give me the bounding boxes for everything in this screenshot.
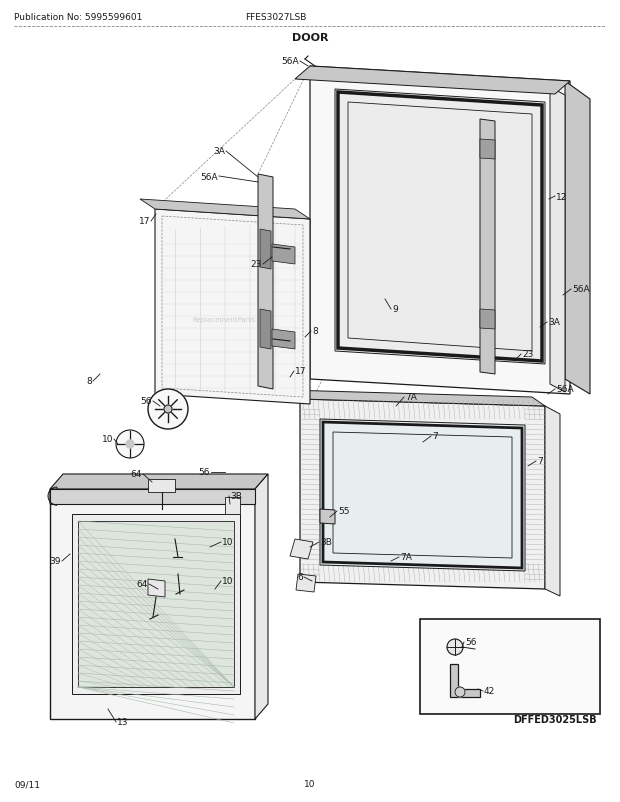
Polygon shape xyxy=(260,310,271,350)
Text: 3B: 3B xyxy=(230,492,242,501)
Text: 42: 42 xyxy=(484,687,495,695)
Polygon shape xyxy=(290,539,313,559)
Text: 7A: 7A xyxy=(400,553,412,561)
Text: DOOR: DOOR xyxy=(292,33,328,43)
Text: 13: 13 xyxy=(117,718,128,727)
Text: 56A: 56A xyxy=(281,58,299,67)
Polygon shape xyxy=(450,664,480,697)
Polygon shape xyxy=(320,419,525,571)
Polygon shape xyxy=(480,310,495,330)
Polygon shape xyxy=(565,82,590,395)
Text: 17: 17 xyxy=(138,217,150,226)
Polygon shape xyxy=(550,88,565,392)
Text: 23: 23 xyxy=(250,260,262,269)
Polygon shape xyxy=(148,480,175,492)
Text: ReplacementParts.com: ReplacementParts.com xyxy=(192,317,272,322)
Text: 56: 56 xyxy=(141,397,152,406)
Polygon shape xyxy=(48,488,57,505)
Text: 3A: 3A xyxy=(548,318,560,327)
Text: 6: 6 xyxy=(297,573,303,581)
Polygon shape xyxy=(258,175,273,390)
Polygon shape xyxy=(225,497,240,514)
Text: 7: 7 xyxy=(537,457,542,466)
Circle shape xyxy=(447,639,463,655)
Polygon shape xyxy=(148,579,165,597)
Text: 9: 9 xyxy=(392,305,398,314)
Polygon shape xyxy=(480,119,495,375)
Polygon shape xyxy=(310,67,570,395)
Text: 64: 64 xyxy=(131,470,142,479)
Polygon shape xyxy=(320,509,335,525)
Text: 10: 10 xyxy=(222,538,234,547)
Text: 56A: 56A xyxy=(556,385,574,394)
Polygon shape xyxy=(72,514,240,695)
Text: DFFED3025LSB: DFFED3025LSB xyxy=(513,714,597,724)
Circle shape xyxy=(455,687,465,697)
Polygon shape xyxy=(295,67,570,95)
Text: 10: 10 xyxy=(222,577,234,585)
Polygon shape xyxy=(50,475,268,489)
Text: 7: 7 xyxy=(432,432,438,441)
Text: 23: 23 xyxy=(522,350,533,359)
Text: 10: 10 xyxy=(102,435,113,444)
Text: 39: 39 xyxy=(50,557,61,565)
Text: 3A: 3A xyxy=(213,148,225,156)
Polygon shape xyxy=(272,330,295,350)
Text: 09/11: 09/11 xyxy=(14,780,40,788)
Text: 56: 56 xyxy=(198,468,210,477)
Polygon shape xyxy=(140,200,310,220)
Text: 10: 10 xyxy=(304,780,316,788)
Text: 55: 55 xyxy=(338,507,350,516)
Text: 7A: 7A xyxy=(405,393,417,402)
Polygon shape xyxy=(50,489,255,504)
Polygon shape xyxy=(260,229,271,269)
Text: Publication No: 5995599601: Publication No: 5995599601 xyxy=(14,14,143,22)
Polygon shape xyxy=(545,407,560,596)
Circle shape xyxy=(126,440,134,448)
Text: 64: 64 xyxy=(136,580,148,589)
Polygon shape xyxy=(335,90,545,365)
Polygon shape xyxy=(155,210,310,404)
Polygon shape xyxy=(420,619,600,714)
Polygon shape xyxy=(287,391,545,407)
Text: 56: 56 xyxy=(465,638,477,646)
Text: 17: 17 xyxy=(295,367,306,376)
Polygon shape xyxy=(255,475,268,719)
Text: 12: 12 xyxy=(556,192,567,201)
Polygon shape xyxy=(296,574,316,592)
Polygon shape xyxy=(300,399,545,589)
Text: 8: 8 xyxy=(312,327,317,336)
Text: 3B: 3B xyxy=(320,538,332,547)
Circle shape xyxy=(164,406,172,414)
Polygon shape xyxy=(78,521,234,687)
Text: 8: 8 xyxy=(86,377,92,386)
Text: 56A: 56A xyxy=(200,172,218,181)
Polygon shape xyxy=(272,245,295,265)
Circle shape xyxy=(116,431,144,459)
Polygon shape xyxy=(50,489,255,719)
Polygon shape xyxy=(480,140,495,160)
Text: 56A: 56A xyxy=(572,286,590,294)
Circle shape xyxy=(148,390,188,429)
Text: FFES3027LSB: FFES3027LSB xyxy=(245,14,306,22)
